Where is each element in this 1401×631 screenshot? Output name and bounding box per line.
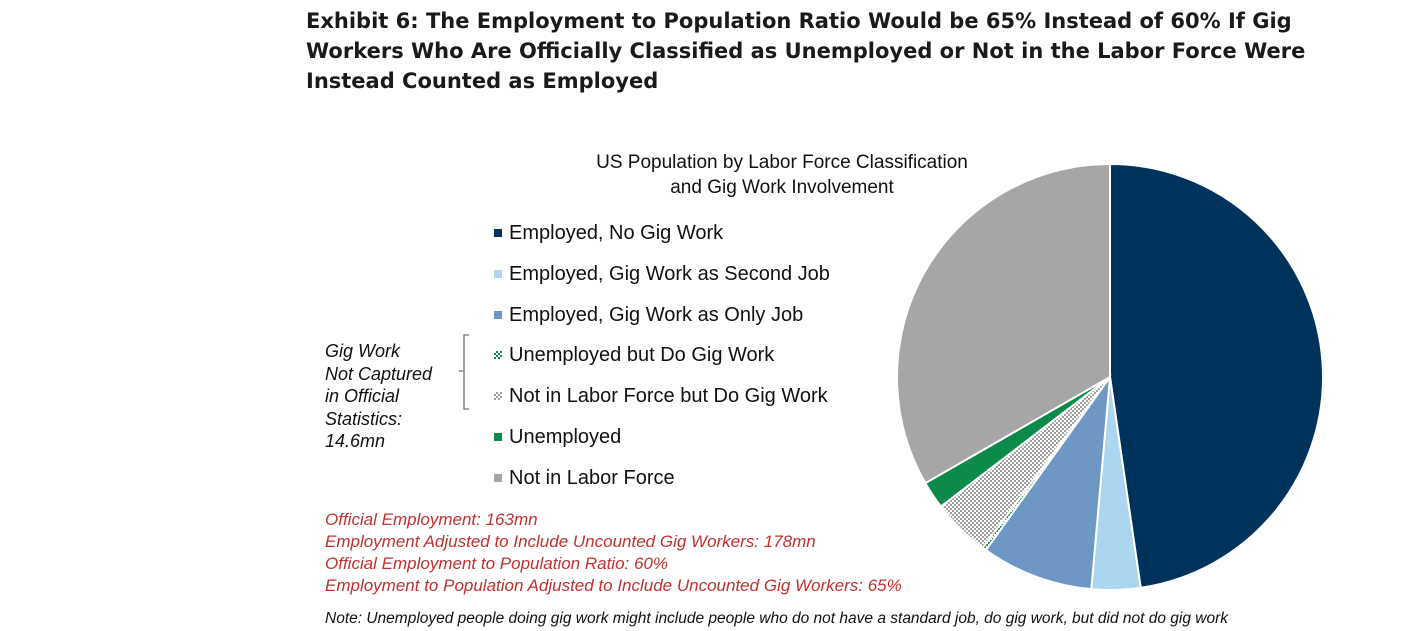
chart-title-line: US Population by Labor Force Classificat… <box>596 152 968 173</box>
chart-legend: Employed, No Gig Work Employed, Gig Work… <box>494 218 830 504</box>
legend-swatch <box>494 473 502 482</box>
legend-item-unemployed: Unemployed <box>494 422 830 463</box>
legend-label: Not in Labor Force <box>509 466 675 489</box>
legend-label: Employed, Gig Work as Only Job <box>509 303 804 326</box>
legend-swatch <box>494 310 502 319</box>
legend-swatch <box>494 432 502 441</box>
legend-item-employed-only-job: Employed, Gig Work as Only Job <box>494 300 830 341</box>
legend-bracket <box>459 334 469 410</box>
legend-swatch <box>494 351 502 360</box>
pie-slice-not-in-labor-force <box>896 162 1111 485</box>
legend-item-unemployed-gig: Unemployed but Do Gig Work <box>494 340 830 381</box>
legend-item-employed-second-job: Employed, Gig Work as Second Job <box>494 259 830 300</box>
legend-item-nilf-gig: Not in Labor Force but Do Gig Work <box>494 381 830 422</box>
gig-work-bracket-note: Gig Work Not Captured in Official Statis… <box>325 340 455 453</box>
legend-swatch <box>494 269 502 278</box>
pie-slices <box>896 162 1324 591</box>
legend-swatch <box>494 392 502 401</box>
legend-item-employed-no-gig: Employed, No Gig Work <box>494 218 830 259</box>
legend-swatch <box>494 229 502 237</box>
chart-title-line: and Gig Work Involvement <box>670 177 894 198</box>
pie-slice-employed-gig-work-as-only-job <box>984 373 1112 591</box>
stat-official-employment: Official Employment: 163mn <box>325 510 538 529</box>
bracket-note-line: Gig Work <box>325 341 401 361</box>
legend-label: Employed, Gig Work as Second Job <box>509 262 830 285</box>
legend-label: Employed, No Gig Work <box>509 222 724 244</box>
bracket-note-line: in Official <box>325 386 400 406</box>
pie-slice-employed-no-gig-work <box>1109 162 1324 589</box>
chart-title: US Population by Labor Force Classificat… <box>540 150 1024 200</box>
legend-item-nilf: Not in Labor Force <box>494 463 830 504</box>
legend-label: Unemployed <box>509 425 622 448</box>
bracket-note-line: Not Captured <box>325 363 433 384</box>
exhibit-title: Exhibit 6: The Employment to Population … <box>306 9 1306 93</box>
bracket-note-line: Statistics: <box>325 408 403 429</box>
employment-stats: Official Employment: 163mn Employment Ad… <box>325 509 902 597</box>
legend-label: Unemployed but Do Gig Work <box>509 344 775 367</box>
stat-official-ratio: Official Employment to Population Ratio:… <box>325 554 669 573</box>
stat-adjusted-employment: Employment Adjusted to Include Uncounted… <box>325 532 816 551</box>
legend-label: Not in Labor Force but Do Gig Work <box>509 385 828 408</box>
stat-adjusted-ratio: Employment to Population Adjusted to Inc… <box>325 576 902 595</box>
footnote: Note: Unemployed people doing gig work m… <box>325 610 1229 627</box>
bracket-note-line: 14.6mn <box>325 431 386 451</box>
pie-chart <box>896 162 1324 591</box>
bracket-path <box>459 334 469 410</box>
